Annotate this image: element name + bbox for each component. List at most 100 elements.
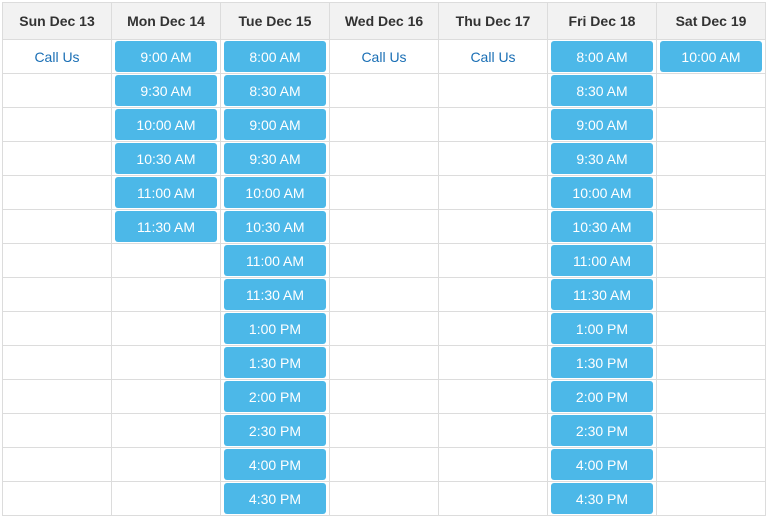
time-slot[interactable]: 1:00 PM <box>551 313 653 344</box>
schedule-cell <box>112 346 221 380</box>
schedule-cell <box>439 414 548 448</box>
time-slot[interactable]: 10:00 AM <box>551 177 653 208</box>
time-slot[interactable]: 2:30 PM <box>551 415 653 446</box>
schedule-cell: 8:30 AM <box>548 74 657 108</box>
time-slot[interactable]: 10:30 AM <box>224 211 326 242</box>
schedule-cell: 10:30 AM <box>221 210 330 244</box>
time-slot[interactable]: 10:00 AM <box>224 177 326 208</box>
day-header: Sun Dec 13 <box>3 3 112 40</box>
time-slot[interactable]: 9:00 AM <box>224 109 326 140</box>
schedule-cell <box>657 448 766 482</box>
time-slot[interactable]: 2:00 PM <box>224 381 326 412</box>
time-slot[interactable]: 8:30 AM <box>551 75 653 106</box>
schedule-cell: 4:30 PM <box>548 482 657 516</box>
schedule-cell <box>330 244 439 278</box>
schedule-cell: 2:30 PM <box>221 414 330 448</box>
schedule-cell: 1:30 PM <box>548 346 657 380</box>
call-us-link[interactable]: Call Us <box>333 41 435 72</box>
time-slot[interactable]: 8:00 AM <box>551 41 653 72</box>
schedule-cell: 1:00 PM <box>221 312 330 346</box>
schedule-cell <box>112 380 221 414</box>
schedule-cell: 1:00 PM <box>548 312 657 346</box>
schedule-cell: 10:00 AM <box>657 40 766 74</box>
schedule-cell <box>439 482 548 516</box>
schedule-cell <box>330 142 439 176</box>
time-slot[interactable]: 9:00 AM <box>551 109 653 140</box>
schedule-cell: 10:00 AM <box>112 108 221 142</box>
schedule-cell: 10:30 AM <box>112 142 221 176</box>
schedule-cell: 9:30 AM <box>112 74 221 108</box>
day-header: Mon Dec 14 <box>112 3 221 40</box>
time-slot[interactable]: 8:00 AM <box>224 41 326 72</box>
schedule-cell <box>439 108 548 142</box>
schedule-cell <box>657 278 766 312</box>
time-slot[interactable]: 4:00 PM <box>551 449 653 480</box>
schedule-cell <box>439 312 548 346</box>
time-slot[interactable]: 9:30 AM <box>224 143 326 174</box>
schedule-cell: 10:30 AM <box>548 210 657 244</box>
schedule-cell <box>330 346 439 380</box>
schedule-cell: 9:00 AM <box>548 108 657 142</box>
schedule-cell: 1:30 PM <box>221 346 330 380</box>
schedule-cell <box>657 244 766 278</box>
schedule-cell <box>3 142 112 176</box>
schedule-cell: Call Us <box>3 40 112 74</box>
schedule-cell: Call Us <box>330 40 439 74</box>
time-slot[interactable]: 2:30 PM <box>224 415 326 446</box>
day-header: Fri Dec 18 <box>548 3 657 40</box>
schedule-cell <box>439 74 548 108</box>
schedule-cell: 2:30 PM <box>548 414 657 448</box>
schedule-cell <box>3 346 112 380</box>
schedule-cell <box>3 74 112 108</box>
time-slot[interactable]: 11:30 AM <box>224 279 326 310</box>
schedule-cell <box>330 278 439 312</box>
schedule-cell <box>439 210 548 244</box>
time-slot[interactable]: 1:00 PM <box>224 313 326 344</box>
schedule-cell <box>439 244 548 278</box>
time-slot[interactable]: 10:30 AM <box>551 211 653 242</box>
time-slot[interactable]: 11:30 AM <box>115 211 217 242</box>
schedule-cell: 8:30 AM <box>221 74 330 108</box>
call-us-link[interactable]: Call Us <box>442 41 544 72</box>
schedule-cell <box>330 414 439 448</box>
schedule-cell <box>657 142 766 176</box>
time-slot[interactable]: 1:30 PM <box>551 347 653 378</box>
schedule-cell: 11:00 AM <box>548 244 657 278</box>
time-slot[interactable]: 8:30 AM <box>224 75 326 106</box>
time-slot[interactable]: 11:30 AM <box>551 279 653 310</box>
time-slot[interactable]: 11:00 AM <box>115 177 217 208</box>
schedule-cell <box>330 380 439 414</box>
schedule-cell: Call Us <box>439 40 548 74</box>
schedule-cell <box>330 448 439 482</box>
schedule-cell <box>112 278 221 312</box>
schedule-cell <box>439 142 548 176</box>
time-slot[interactable]: 4:00 PM <box>224 449 326 480</box>
schedule-cell <box>112 448 221 482</box>
schedule-cell <box>3 414 112 448</box>
schedule-cell <box>439 176 548 210</box>
call-us-link[interactable]: Call Us <box>6 41 108 72</box>
time-slot[interactable]: 10:00 AM <box>660 41 762 72</box>
time-slot[interactable]: 11:00 AM <box>224 245 326 276</box>
time-slot[interactable]: 9:00 AM <box>115 41 217 72</box>
time-slot[interactable]: 9:30 AM <box>115 75 217 106</box>
schedule-cell <box>330 482 439 516</box>
schedule-cell: 8:00 AM <box>548 40 657 74</box>
schedule-cell <box>112 414 221 448</box>
time-slot[interactable]: 10:30 AM <box>115 143 217 174</box>
time-slot[interactable]: 2:00 PM <box>551 381 653 412</box>
time-slot[interactable]: 1:30 PM <box>224 347 326 378</box>
time-slot[interactable]: 4:30 PM <box>224 483 326 514</box>
schedule-cell <box>657 414 766 448</box>
schedule-cell <box>657 312 766 346</box>
schedule-cell: 8:00 AM <box>221 40 330 74</box>
time-slot[interactable]: 11:00 AM <box>551 245 653 276</box>
time-slot[interactable]: 9:30 AM <box>551 143 653 174</box>
schedule-cell <box>439 448 548 482</box>
schedule-cell: 11:30 AM <box>548 278 657 312</box>
time-slot[interactable]: 4:30 PM <box>551 483 653 514</box>
schedule-cell: 11:00 AM <box>221 244 330 278</box>
time-slot[interactable]: 10:00 AM <box>115 109 217 140</box>
schedule-cell <box>330 74 439 108</box>
schedule-cell <box>657 176 766 210</box>
